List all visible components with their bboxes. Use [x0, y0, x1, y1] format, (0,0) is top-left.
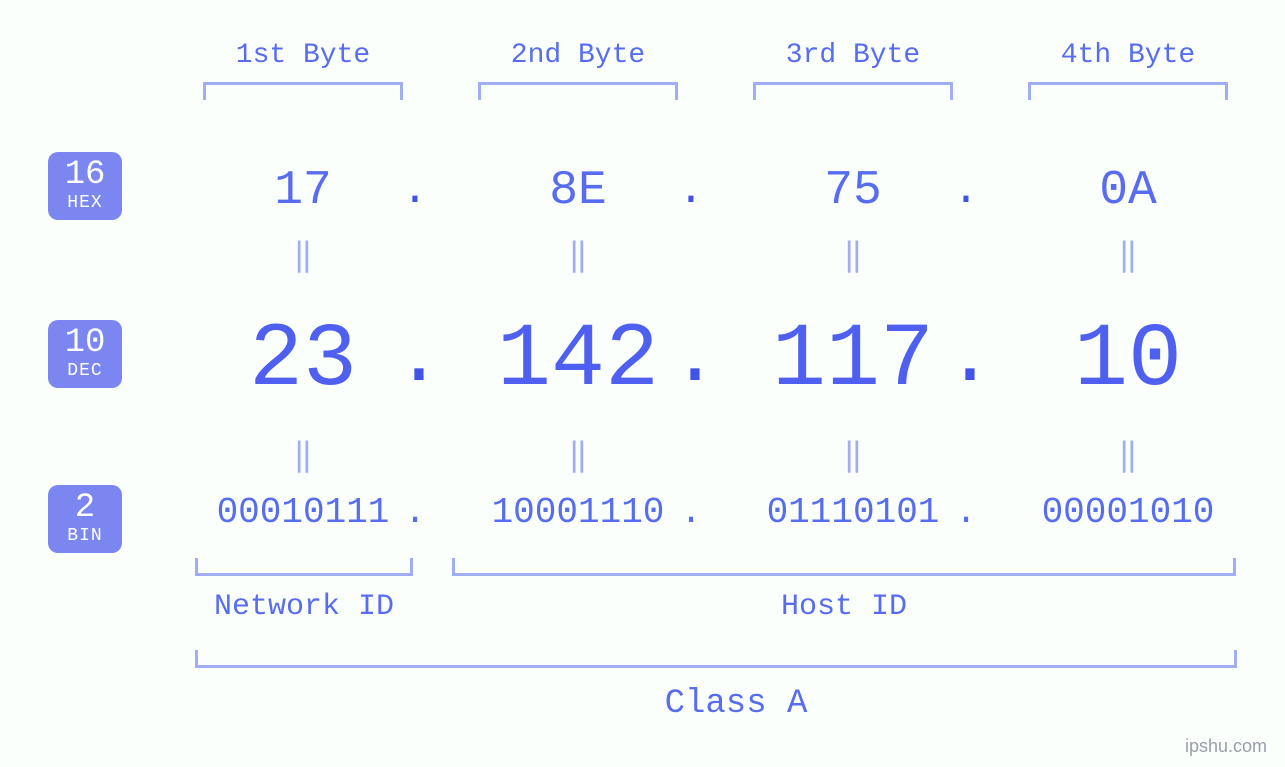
byte-header-2: 2nd Byte: [478, 40, 678, 71]
dec-byte-3: 117: [733, 310, 973, 412]
dec-dot-2: .: [671, 314, 711, 405]
dec-dot-1: .: [395, 314, 435, 405]
byte-bracket-1: [203, 82, 403, 100]
byte-header-1: 1st Byte: [203, 40, 403, 71]
base-badge-bin: 2 BIN: [48, 485, 122, 553]
base-badge-num: 10: [48, 326, 122, 360]
bin-dot-2: .: [676, 492, 706, 533]
byte-bracket-2: [478, 82, 678, 100]
hex-byte-3: 75: [753, 164, 953, 218]
equals-hex-dec-1: ‖: [283, 235, 323, 275]
equals-dec-bin-4: ‖: [1108, 435, 1148, 475]
host-id-bracket: [452, 558, 1236, 576]
base-badge-txt: DEC: [48, 362, 122, 380]
network-id-bracket: [195, 558, 413, 576]
byte-bracket-4: [1028, 82, 1228, 100]
hex-byte-1: 17: [203, 164, 403, 218]
watermark: ipshu.com: [1185, 736, 1267, 757]
base-badge-dec: 10 DEC: [48, 320, 122, 388]
byte-header-3: 3rd Byte: [753, 40, 953, 71]
dec-byte-2: 142: [458, 310, 698, 412]
dec-dot-3: .: [946, 314, 986, 405]
bin-dot-3: .: [951, 492, 981, 533]
hex-dot-1: .: [400, 166, 430, 216]
byte-header-4: 4th Byte: [1028, 40, 1228, 71]
class-bracket: [195, 650, 1237, 668]
hex-byte-2: 8E: [478, 164, 678, 218]
base-badge-txt: HEX: [48, 194, 122, 212]
base-badge-txt: BIN: [48, 527, 122, 545]
dec-byte-4: 10: [1008, 310, 1248, 412]
hex-dot-3: .: [951, 166, 981, 216]
base-badge-num: 2: [48, 491, 122, 525]
byte-bracket-3: [753, 82, 953, 100]
bin-byte-1: 00010111: [183, 492, 423, 533]
equals-hex-dec-3: ‖: [833, 235, 873, 275]
hex-byte-4: 0A: [1028, 164, 1228, 218]
host-id-label: Host ID: [452, 590, 1236, 624]
bin-byte-3: 01110101: [733, 492, 973, 533]
class-label: Class A: [636, 685, 836, 723]
bin-byte-2: 10001110: [458, 492, 698, 533]
equals-dec-bin-1: ‖: [283, 435, 323, 475]
bin-byte-4: 00001010: [1008, 492, 1248, 533]
equals-hex-dec-2: ‖: [558, 235, 598, 275]
dec-byte-1: 23: [183, 310, 423, 412]
bin-dot-1: .: [400, 492, 430, 533]
base-badge-num: 16: [48, 158, 122, 192]
equals-dec-bin-2: ‖: [558, 435, 598, 475]
equals-hex-dec-4: ‖: [1108, 235, 1148, 275]
hex-dot-2: .: [676, 166, 706, 216]
network-id-label: Network ID: [195, 590, 413, 624]
base-badge-hex: 16 HEX: [48, 152, 122, 220]
equals-dec-bin-3: ‖: [833, 435, 873, 475]
